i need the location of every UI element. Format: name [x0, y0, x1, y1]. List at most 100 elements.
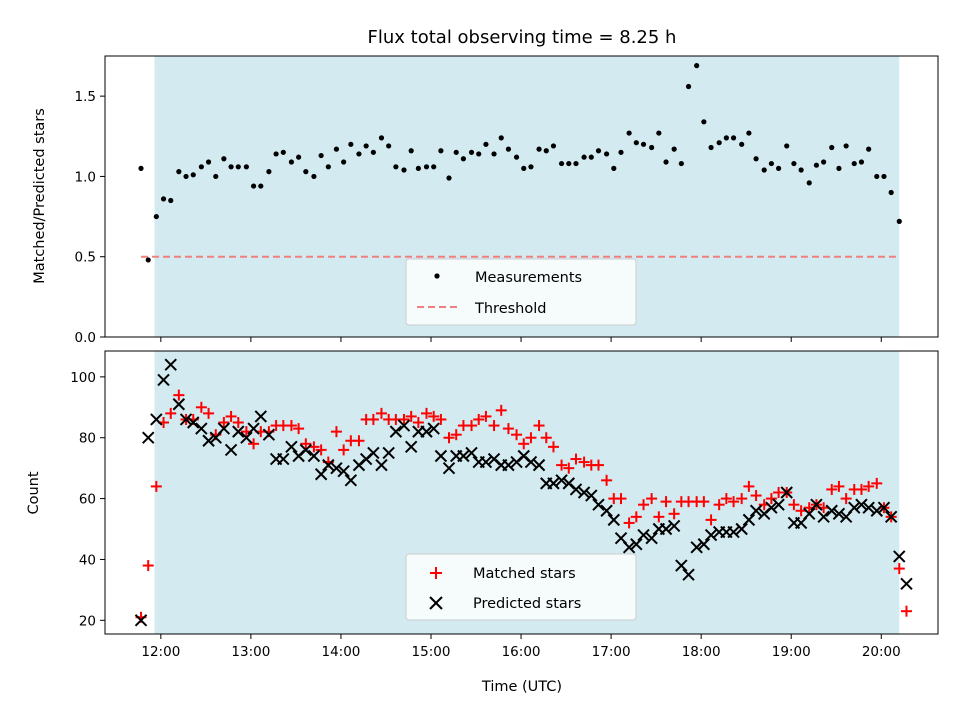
point-measurements-51	[521, 165, 527, 171]
point-matched-stars-59	[578, 456, 590, 468]
xtick-label-8: 20:00	[862, 644, 901, 660]
point-matched-stars-35	[398, 413, 410, 425]
point-measurements-89	[806, 180, 812, 186]
point-predicted-stars-93	[832, 507, 846, 521]
point-measurements-44	[468, 149, 475, 155]
point-measurements-21	[296, 154, 302, 160]
point-predicted-stars-14	[240, 431, 253, 444]
point-matched-stars-26	[330, 426, 342, 438]
point-predicted-stars-16	[254, 410, 268, 423]
legend-matched-marker	[430, 567, 442, 579]
point-predicted-stars-85	[772, 498, 785, 511]
point-measurements-59	[581, 154, 587, 160]
point-predicted-stars-74	[690, 541, 703, 554]
point-predicted-stars-76	[704, 528, 718, 542]
point-matched-stars-37	[412, 417, 424, 429]
point-predicted-stars-97	[862, 501, 875, 514]
point-matched-stars-97	[863, 480, 875, 492]
point-predicted-stars-71	[667, 519, 681, 533]
point-matched-stars-56	[556, 459, 568, 471]
xtick-label-2: 14:00	[321, 644, 360, 660]
point-measurements-38	[423, 164, 430, 170]
point-matched-stars-49	[502, 423, 514, 435]
point-predicted-stars-35	[397, 419, 411, 432]
point-predicted-stars-92	[825, 504, 838, 517]
point-measurements-74	[694, 63, 700, 69]
point-predicted-stars-31	[367, 446, 380, 460]
point-predicted-stars-52	[524, 455, 538, 469]
point-predicted-stars-80	[735, 522, 748, 536]
point-matched-stars-38	[420, 407, 432, 419]
legend-predicted-label: Predicted stars	[473, 596, 581, 612]
point-measurements-80	[739, 141, 745, 147]
point-predicted-stars-49	[502, 458, 515, 472]
point-predicted-stars-33	[382, 446, 395, 460]
point-measurements-2	[153, 213, 159, 220]
point-measurements-84	[768, 160, 775, 167]
point-predicted-stars-9	[202, 434, 215, 447]
point-measurements-18	[273, 151, 279, 157]
point-measurements-95	[851, 160, 857, 167]
point-predicted-stars-98	[870, 504, 883, 517]
bottom-ytick-label-1: 40	[79, 552, 96, 568]
point-matched-stars-54	[540, 432, 552, 444]
point-measurements-43	[460, 156, 467, 162]
point-matched-stars-12	[225, 410, 237, 422]
point-measurements-40	[438, 148, 444, 154]
point-measurements-88	[798, 167, 804, 173]
point-matched-stars-53	[533, 420, 545, 432]
point-measurements-25	[325, 164, 331, 170]
point-measurements-0	[138, 165, 144, 171]
point-measurements-19	[280, 149, 286, 155]
point-matched-stars-29	[353, 435, 365, 447]
point-measurements-64	[618, 149, 624, 155]
point-predicted-stars-53	[532, 458, 546, 472]
point-measurements-42	[453, 149, 459, 155]
point-predicted-stars-75	[697, 538, 711, 551]
point-measurements-54	[543, 148, 549, 154]
xtick-label-3: 15:00	[412, 644, 451, 660]
chart-title: Flux total observing time = 8.25 h	[368, 27, 677, 48]
point-matched-stars-46	[480, 410, 492, 422]
point-measurements-36	[408, 148, 414, 154]
point-measurements-52	[528, 164, 534, 170]
point-predicted-stars-43	[457, 449, 470, 463]
point-measurements-30	[363, 143, 369, 149]
point-measurements-50	[513, 154, 520, 160]
point-measurements-26	[333, 146, 340, 152]
point-predicted-stars-62	[600, 504, 613, 517]
point-measurements-41	[446, 175, 452, 181]
point-measurements-101	[896, 218, 902, 224]
point-measurements-46	[483, 141, 489, 147]
point-predicted-stars-0	[134, 614, 148, 627]
point-matched-stars-50	[511, 429, 523, 441]
point-measurements-100	[888, 189, 894, 196]
point-matched-stars-2	[150, 480, 162, 492]
point-predicted-stars-4	[164, 358, 177, 371]
point-matched-stars-40	[435, 413, 447, 425]
point-matched-stars-47	[488, 420, 500, 432]
point-matched-stars-62	[601, 474, 613, 486]
point-predicted-stars-23	[307, 449, 321, 463]
point-predicted-stars-60	[585, 489, 598, 502]
point-matched-stars-79	[728, 496, 740, 508]
point-matched-stars-71	[668, 508, 680, 520]
point-matched-stars-92	[826, 483, 838, 495]
point-predicted-stars-46	[479, 455, 493, 469]
point-matched-stars-9	[203, 407, 215, 419]
point-predicted-stars-79	[727, 525, 740, 539]
point-measurements-15	[250, 183, 257, 189]
point-matched-stars-13	[232, 417, 244, 429]
point-measurements-67	[640, 141, 647, 147]
point-measurements-31	[370, 149, 376, 155]
point-predicted-stars-6	[179, 413, 193, 426]
point-measurements-3	[160, 196, 167, 202]
xtick-label-7: 19:00	[772, 644, 811, 660]
point-measurements-22	[303, 169, 309, 175]
point-matched-stars-36	[405, 410, 417, 422]
point-matched-stars-4	[165, 407, 177, 419]
point-predicted-stars-1	[142, 431, 155, 444]
point-measurements-55	[550, 143, 557, 149]
point-matched-stars-101	[893, 563, 905, 575]
point-predicted-stars-38	[420, 425, 433, 438]
